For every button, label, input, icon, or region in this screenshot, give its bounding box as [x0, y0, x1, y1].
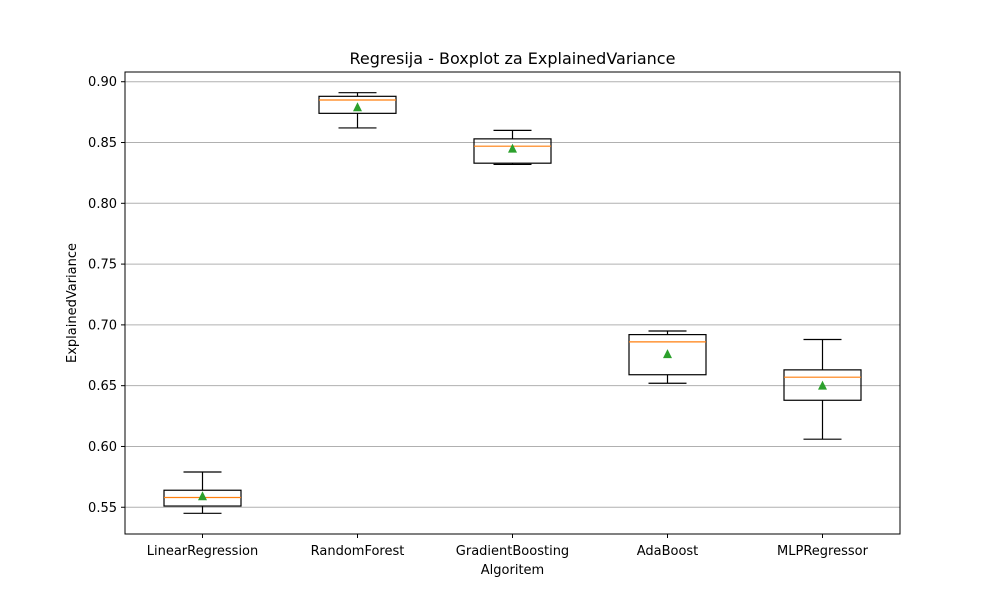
y-tick-label: 0.90 [88, 75, 117, 90]
y-tick-label: 0.65 [88, 379, 117, 394]
chart-title: Regresija - Boxplot za ExplainedVariance [350, 49, 676, 68]
y-tick-label: 0.80 [88, 197, 117, 212]
y-tick-label: 0.70 [88, 318, 117, 333]
x-tick-label: MLPRegressor [777, 544, 869, 559]
y-axis-label: ExplainedVariance [65, 243, 80, 363]
x-tick-label: AdaBoost [637, 544, 699, 559]
y-tick-label: 0.55 [88, 501, 117, 516]
y-tick-label: 0.60 [88, 440, 117, 455]
y-tick-label: 0.85 [88, 136, 117, 151]
x-tick-label: RandomForest [311, 544, 405, 559]
y-tick-label: 0.75 [88, 258, 117, 273]
x-tick-label: LinearRegression [147, 544, 259, 559]
x-axis-label: Algoritem [481, 563, 544, 578]
x-tick-label: GradientBoosting [456, 544, 569, 559]
